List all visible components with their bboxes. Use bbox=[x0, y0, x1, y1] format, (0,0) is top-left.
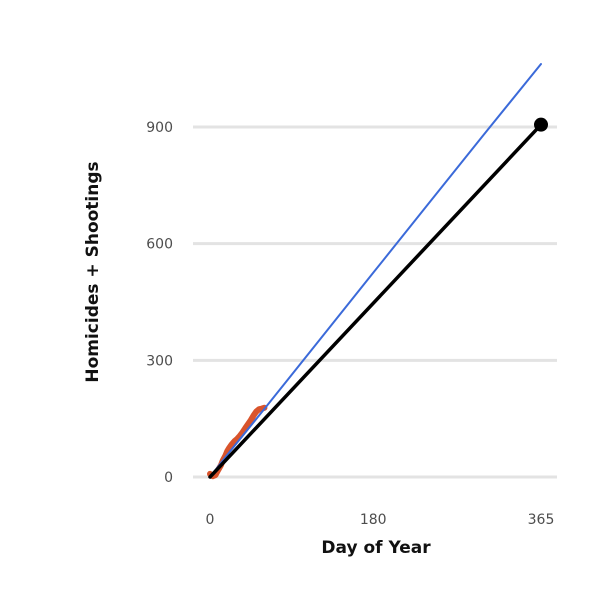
y-tick-label: 900 bbox=[146, 120, 173, 136]
y-tick-label: 600 bbox=[146, 237, 173, 253]
series-line-projection bbox=[209, 63, 542, 478]
series-line-baseline bbox=[208, 122, 543, 479]
series-lines bbox=[207, 63, 548, 480]
x-tick-labels: 0 180 365 bbox=[206, 512, 555, 528]
y-tick-label: 0 bbox=[164, 470, 173, 486]
y-tick-label: 300 bbox=[146, 353, 173, 369]
x-tick-label: 180 bbox=[360, 512, 387, 528]
x-tick-label: 0 bbox=[206, 512, 215, 528]
y-tick-labels: 0 300 600 900 bbox=[146, 120, 173, 486]
series-end-point bbox=[534, 117, 548, 132]
x-tick-label: 365 bbox=[528, 512, 555, 528]
y-axis-title: Homicides + Shootings bbox=[83, 161, 103, 382]
x-axis-title: Day of Year bbox=[321, 538, 431, 558]
gridlines bbox=[193, 125, 557, 479]
